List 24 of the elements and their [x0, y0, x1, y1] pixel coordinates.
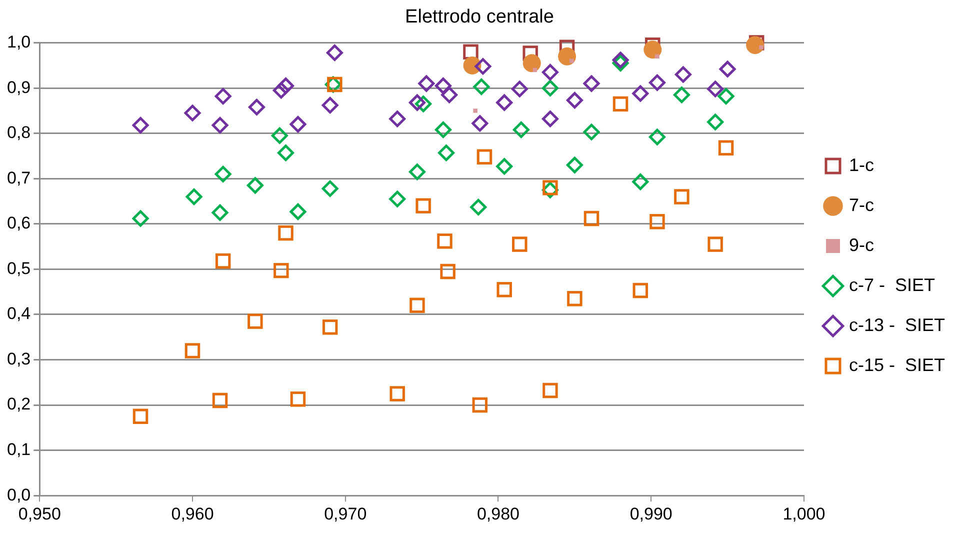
- y-tick-label: 0,7: [6, 168, 31, 188]
- y-tick-label: 0,4: [6, 304, 31, 324]
- legend-label: 1-c: [848, 154, 874, 175]
- x-tick-label: 0,980: [476, 504, 520, 524]
- legend-label: c-15 - SIET: [848, 354, 946, 375]
- legend-label: 9-c: [848, 234, 874, 255]
- x-tick-label: 0,950: [18, 504, 61, 524]
- y-tick-label: 0,8: [6, 123, 31, 142]
- y-tick-label: 0,0: [6, 485, 31, 504]
- legend-label: c-7 - SIET: [848, 274, 935, 295]
- x-tick-label: 0,960: [171, 504, 214, 524]
- y-tick-label: 1,0: [6, 32, 31, 52]
- y-tick-label: 0,5: [6, 258, 31, 278]
- y-tick-label: 0,1: [6, 440, 31, 460]
- x-tick-label: 0,990: [630, 504, 672, 524]
- y-tick-label: 0,9: [6, 78, 31, 97]
- x-tick-label: 1,000: [782, 504, 826, 524]
- y-tick-label: 0,2: [6, 394, 31, 414]
- chart-title: Elettrodo centrale: [405, 6, 554, 28]
- legend-label: 7-c: [848, 194, 874, 215]
- y-tick-label: 0,3: [6, 349, 31, 368]
- legend-label: c-13 - SIET: [848, 314, 946, 335]
- y-tick-label: 0,6: [6, 214, 31, 233]
- x-tick-label: 0,970: [324, 504, 367, 524]
